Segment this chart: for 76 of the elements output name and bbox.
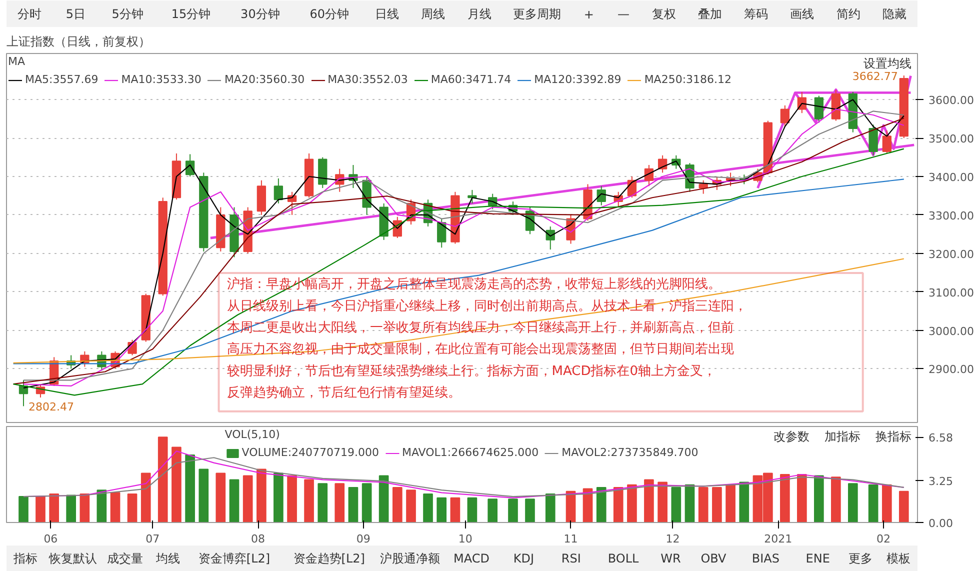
legend-label: MAVOL2:273735849.700: [562, 446, 698, 459]
text: 成交量: [107, 552, 144, 566]
text: KDJ: [513, 552, 534, 566]
annotation: 反弹趋势确立，节后红包行情有望延续。: [226, 384, 461, 401]
text: 更多周期: [512, 7, 561, 21]
legend-label: MAVOL1:266674625.000: [402, 446, 539, 459]
x-tick-label: 06: [44, 532, 58, 546]
text: 更多: [848, 552, 873, 566]
y-tick-label: 3.25: [928, 474, 953, 488]
y-tick-label: 3600.00: [928, 94, 974, 108]
text: 5分钟: [112, 7, 144, 21]
legend-title: VOL(5,10): [224, 428, 281, 441]
x-tick-label: 02: [876, 532, 891, 546]
annotation: 2802.47: [28, 400, 74, 414]
text: MACD: [454, 552, 490, 566]
text: 60分钟: [310, 7, 350, 21]
y-tick-label: 3500.00: [928, 132, 974, 146]
annotation: 设置均线: [864, 56, 912, 70]
y-tick-label: 0.00: [928, 517, 953, 530]
text: 30分钟: [240, 7, 280, 21]
annotation: 换指标: [876, 430, 912, 444]
legend-label: MA10:3533.30: [121, 73, 202, 86]
text: 复权: [652, 7, 676, 21]
text: 恢复默认: [48, 552, 97, 566]
text: 资金趋势[L2]: [293, 552, 365, 566]
text: WR: [660, 552, 681, 566]
y-tick-label: 3200.00: [928, 248, 974, 261]
text: 隐藏: [882, 7, 906, 21]
annotation: 3662.77: [852, 70, 898, 83]
legend-label: MA20:3560.30: [224, 73, 305, 86]
text: 画线: [790, 7, 814, 21]
annotation: 改参数: [774, 430, 810, 444]
annotation: 较明显利好，节后也有望延续强势继续上行。指标方面，MACD指标在0轴上方金叉，: [226, 362, 716, 379]
legend-title: MA: [8, 55, 26, 68]
text: 叠加: [698, 7, 722, 21]
text: 均线: [154, 552, 180, 566]
legend-label: VOLUME:240770719.000: [242, 446, 379, 459]
x-tick-label: 10: [458, 532, 472, 546]
x-tick-label: 07: [146, 532, 160, 546]
text: 5日: [66, 7, 86, 21]
x-tick-label: 09: [356, 532, 370, 546]
y-tick-label: 6.58: [928, 432, 953, 445]
y-tick-label: 3300.00: [928, 209, 974, 222]
text: 简约: [836, 7, 860, 21]
text: 模板: [886, 552, 911, 566]
text: +: [584, 8, 594, 22]
y-tick-label: 2900.00: [928, 363, 974, 376]
y-tick-label: 3000.00: [928, 324, 974, 338]
legend-label: MA250:3186.12: [644, 73, 732, 86]
x-tick-label: 12: [666, 532, 680, 546]
text: 资金博弈[L2]: [198, 552, 270, 566]
y-tick-label: 3100.00: [928, 286, 974, 300]
text: —: [617, 7, 630, 21]
text: 筹码: [744, 7, 768, 21]
text: RSI: [561, 552, 581, 566]
text: OBV: [700, 552, 728, 566]
text: 月线: [467, 7, 492, 21]
text: 沪股通净额: [380, 552, 440, 566]
legend-label: MA5:3557.69: [25, 73, 98, 86]
text: 指标: [12, 552, 38, 566]
legend-label: MA30:3552.03: [328, 73, 408, 86]
x-tick-label: 11: [564, 532, 578, 546]
text: BOLL: [608, 552, 640, 566]
annotation: 加指标: [824, 430, 860, 444]
text: ENE: [806, 552, 830, 566]
x-tick-label: 08: [251, 532, 266, 546]
y-tick-label: 3400.00: [928, 171, 974, 184]
legend-label: MA120:3392.89: [534, 73, 622, 86]
text: BIAS: [752, 552, 780, 566]
legend-label: MA60:3471.74: [430, 73, 512, 86]
text: 周线: [421, 7, 446, 21]
x-tick-label: 2021: [764, 532, 792, 546]
text: 15分钟: [171, 7, 211, 21]
text: 分时: [18, 7, 42, 21]
text: 日线: [375, 7, 400, 21]
chart-title: 上证指数（日线，前复权）: [6, 34, 150, 48]
